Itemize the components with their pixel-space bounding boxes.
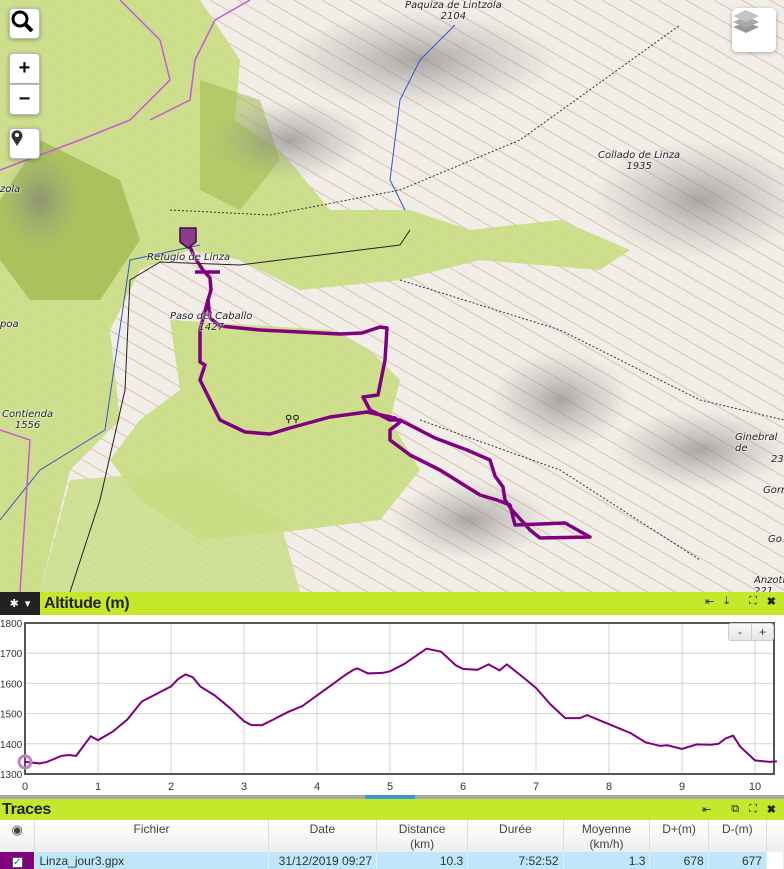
dplus-cell: 678 — [649, 852, 709, 869]
x-tick-label: 3 — [241, 781, 247, 793]
x-tick-label: 8 — [606, 781, 612, 793]
panel-title: Altitude (m) — [44, 594, 130, 612]
map-view[interactable]: ⚲⚲ Paquiza de Lintzola 2104 Collado de Li… — [0, 0, 784, 592]
x-tick-label: 10 — [749, 781, 761, 793]
x-tick-label: 4 — [314, 781, 320, 793]
waypoint-icon: ⚲⚲ — [285, 414, 300, 425]
search-button[interactable] — [9, 8, 40, 39]
position-marker — [17, 754, 33, 770]
dminus-cell: 677 — [708, 852, 767, 869]
x-tick-label: 9 — [679, 781, 685, 793]
elevation-line — [24, 647, 777, 765]
traces-table: ◉ Fichier Date Distance (km) Durée Moyen… — [0, 820, 784, 869]
zoom-in-button[interactable]: + — [9, 53, 40, 84]
start-marker-icon[interactable] — [179, 227, 197, 249]
map-label: Paquiza de Lintzola 2104 — [405, 0, 502, 22]
download-icon[interactable]: ⤓ — [724, 595, 730, 607]
search-icon — [11, 10, 34, 33]
gpx-track[interactable] — [188, 246, 592, 540]
map-label: Contienda 1556 — [2, 409, 54, 431]
map-label: Gorr — [763, 485, 784, 496]
column-header[interactable]: Durée — [467, 820, 564, 852]
panel-title: Traces — [2, 800, 51, 818]
chart-zoom-in-button[interactable]: + — [751, 624, 773, 640]
traces-panel-header: Traces ⇤ ⧉ ⛶ ✖ — [0, 799, 784, 820]
popout-icon[interactable]: ⧉ — [731, 803, 740, 815]
x-tick-label: 7 — [533, 781, 539, 793]
y-tick-label: 1800 — [0, 619, 23, 630]
settings-menu-button[interactable]: ✱ ▾ — [0, 592, 40, 615]
caret-down-icon: ▾ — [24, 598, 31, 610]
x-tick-label: 5 — [387, 781, 393, 793]
map-label: poa — [0, 319, 19, 330]
x-tick-label: 2 — [168, 781, 174, 793]
column-header[interactable]: Fichier — [34, 820, 269, 852]
chart-zoom-out-button[interactable]: - — [738, 625, 742, 639]
x-tick-label: 6 — [460, 781, 466, 793]
column-header[interactable]: D+(m) — [649, 820, 709, 852]
map-label: Refugio de Linza — [147, 252, 231, 263]
column-header[interactable]: Moyenne (km/h) — [563, 820, 651, 852]
zoom-out-button[interactable]: − — [9, 84, 40, 115]
map-label: Go — [768, 534, 782, 545]
x-tick-label: 1 — [95, 781, 101, 793]
y-tick-label: 1600 — [0, 679, 23, 690]
eye-icon: ◉ — [11, 822, 23, 837]
collapse-left-icon[interactable]: ⇤ — [704, 596, 715, 608]
fullscreen-icon[interactable]: ⛶ — [749, 803, 757, 815]
map-tiles: ⚲⚲ — [0, 0, 784, 592]
y-tick-label: 1500 — [0, 710, 23, 721]
date-cell: 31/12/2019 09:27 — [268, 852, 378, 869]
y-tick-label: 1400 — [0, 740, 23, 751]
distance-cell: 10.3 — [376, 852, 469, 869]
column-header[interactable]: Date — [268, 820, 378, 852]
y-tick-label: 1300 — [0, 770, 23, 781]
splitter-handle[interactable] — [365, 795, 415, 799]
visibility-checkbox[interactable]: ✓ — [0, 852, 36, 869]
close-icon[interactable]: ✖ — [766, 596, 776, 608]
table-row[interactable]: ✓ Linza_jour3.gpx 31/12/2019 09:27 10.3 … — [0, 852, 784, 869]
map-label: Paso del Caballo 1427 — [170, 311, 253, 333]
column-header[interactable]: Distance (km) — [376, 820, 469, 852]
gear-icon: ✱ — [9, 598, 19, 610]
locate-button[interactable] — [9, 128, 40, 159]
altitude-chart[interactable]: 0 1 2 3 4 5 6 7 8 9 10 1300 1400 1500 1600 1700 1800 — [0, 615, 784, 795]
layers-icon — [733, 10, 759, 33]
visibility-column-header[interactable]: ◉ — [0, 820, 36, 852]
column-header[interactable]: D-(m) — [708, 820, 767, 852]
panel-splitter[interactable] — [0, 795, 784, 799]
fullscreen-icon[interactable]: ⛶ — [749, 595, 757, 607]
layers-button[interactable] — [732, 8, 776, 52]
x-tick-label: 0 — [22, 781, 28, 793]
plot-frame — [24, 622, 775, 775]
collapse-left-icon[interactable]: ⇤ — [702, 804, 712, 816]
y-tick-label: 1700 — [0, 649, 23, 660]
map-label: zola — [0, 184, 21, 195]
close-icon[interactable]: ✖ — [766, 804, 776, 816]
location-pin-icon — [11, 130, 23, 146]
duration-cell: 7:52:52 — [467, 852, 564, 869]
altitude-panel-header: ✱ ▾ Altitude (m) ⇤ ⤓ ⛶ ✖ — [0, 592, 784, 615]
map-label: Collado de Linza 1935 — [598, 150, 681, 172]
map-label: Anzoti 221 — [754, 575, 784, 592]
file-cell: Linza_jour3.gpx — [34, 852, 269, 869]
speed-cell: 1.3 — [563, 852, 651, 869]
chart-zoom-controls: - + — [728, 623, 774, 641]
map-label: Ginebral de 23 — [735, 432, 784, 465]
